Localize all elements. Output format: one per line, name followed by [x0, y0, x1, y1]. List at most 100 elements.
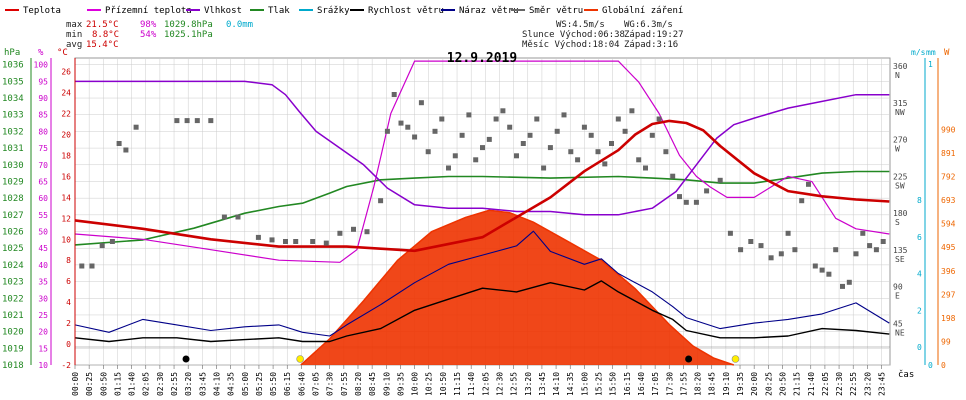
info-block: WS:4.5m/s WG:6.3m/s Slunce Východ:06:38 …: [522, 20, 684, 50]
axis-direction-tick: 270: [893, 136, 908, 145]
x-tick-label: 05:25: [255, 372, 264, 396]
wind-direction-point: [439, 116, 445, 122]
series-radiation: [300, 209, 735, 366]
x-tick-label: 12:05: [481, 372, 490, 396]
wind-direction-point: [826, 271, 832, 277]
axis-wind-unit: m/s: [911, 48, 926, 57]
x-tick-label: 13:45: [538, 372, 547, 396]
axis-radiation-tick: 297: [941, 290, 956, 299]
axis-humidity-tick: 15: [38, 344, 48, 353]
wind-direction-point: [799, 198, 805, 204]
axis-pressure-tick: 1023: [2, 278, 24, 288]
axis-humidity-tick: 30: [38, 294, 48, 303]
wind-direction-point: [873, 247, 879, 253]
x-tick-label: 22:05: [821, 372, 830, 396]
wind-direction-point: [351, 226, 356, 232]
x-axis: 00:00 00:25 00:50 01:15 01:40 02:05 02:30 02:55…: [71, 365, 887, 396]
wind-direction-point: [840, 283, 845, 289]
wind-direction-point: [717, 177, 723, 183]
wind-direction-point: [649, 132, 655, 138]
x-tick-label: 05:50: [269, 372, 278, 396]
axis-humidity-tick: 70: [38, 161, 48, 170]
axis-direction-label: N: [895, 71, 900, 80]
wind-direction-point: [727, 230, 733, 236]
wind-direction-point: [778, 251, 784, 257]
wind-direction-point: [683, 199, 689, 205]
wind-direction-point: [432, 128, 438, 134]
x-tick-label: 05:00: [241, 372, 250, 396]
wind-direction-point: [208, 118, 214, 124]
wind-direction-point: [378, 198, 384, 204]
axis-direction-tick: 180: [893, 209, 908, 218]
x-tick-label: 01:15: [113, 372, 122, 396]
wind-direction-point: [554, 128, 560, 134]
wind-direction-point: [609, 141, 614, 146]
wind-direction-point: [615, 116, 621, 122]
wind-direction-point: [480, 145, 485, 151]
axis-pressure-tick: 1029: [2, 177, 24, 187]
x-tick-label: 08:20: [354, 372, 363, 396]
axis-pressure-tick: 1032: [2, 127, 24, 137]
legend-item: Směr větru: [529, 6, 583, 16]
wind-direction-point: [704, 188, 710, 194]
wind-direction-point: [677, 194, 682, 200]
axis-wind-tick: 6: [917, 233, 922, 242]
wind-direction-point: [670, 173, 676, 179]
axis-wind-tick: 4: [917, 270, 922, 279]
wind-direction-point: [581, 124, 587, 130]
x-tick-label: 15:25: [595, 372, 604, 396]
info-ws: WS:4.5m/s: [556, 20, 605, 30]
wind-direction-point: [269, 237, 275, 243]
axis-humidity-tick: 50: [38, 228, 48, 237]
series-line-n-raz-v-tru: [74, 230, 890, 337]
x-tick-label: 06:40: [297, 372, 306, 396]
x-tick-label: 18:20: [694, 372, 703, 396]
wind-direction-point: [568, 149, 574, 155]
wind-direction-point: [636, 157, 642, 163]
axis-radiation-tick: 0: [941, 361, 946, 370]
axis-temperature-unit: °C: [57, 48, 68, 58]
wind-direction-point: [405, 124, 411, 130]
stats-max-press: 1029.8hPa: [164, 20, 213, 30]
legend-item: Přízemní teplota: [105, 6, 192, 16]
radiation-line: [300, 209, 735, 366]
moonrise-marker: [685, 355, 693, 363]
x-tick-label: 03:20: [184, 372, 193, 396]
x-tick-label: 11:15: [453, 372, 462, 396]
axis-humidity-tick: 75: [38, 144, 48, 153]
x-tick-label: 21:15: [793, 372, 802, 396]
wind-direction-point: [221, 214, 227, 220]
axis-radiation-tick: 594: [941, 220, 956, 229]
x-tick-label: 07:30: [326, 372, 335, 396]
stats-max-rain: 0.0mm: [226, 20, 253, 30]
x-tick-label: 09:35: [396, 372, 405, 396]
axis-direction-label: NE: [895, 328, 905, 337]
wind-direction-point: [693, 199, 699, 205]
wind-direction-point: [384, 128, 390, 134]
wind-direction-point: [459, 132, 465, 138]
wind-direction-point: [412, 134, 418, 140]
axis-humidity-tick: 60: [38, 194, 48, 203]
legend-item: Náraz větru: [459, 6, 519, 16]
axis-temperature-tick: 14: [61, 193, 71, 202]
axis-direction-label: NW: [895, 108, 905, 117]
stats-max-hum: 98%: [140, 20, 157, 30]
wind-direction-point: [235, 214, 241, 220]
wind-direction-point: [337, 230, 343, 236]
chart-title: 12.9.2019: [447, 51, 517, 66]
x-tick-label: 08:45: [368, 372, 377, 396]
wind-direction-point: [602, 161, 608, 167]
wind-direction-point: [561, 112, 567, 118]
series-lines: [74, 60, 890, 343]
axis-humidity-tick: 25: [38, 311, 48, 320]
x-tick-label: 17:30: [665, 372, 674, 396]
x-tick-label: 15:50: [609, 372, 618, 396]
wind-direction-point: [293, 239, 299, 244]
x-tick-label: 19:35: [736, 372, 745, 396]
axis-pressure-tick: 1031: [2, 144, 24, 154]
wind-direction-point: [758, 243, 764, 249]
wind-direction-point: [391, 92, 397, 97]
wind-direction-point: [595, 149, 601, 155]
wind-direction-point: [748, 239, 754, 244]
axis-pressure-tick: 1021: [2, 311, 24, 321]
